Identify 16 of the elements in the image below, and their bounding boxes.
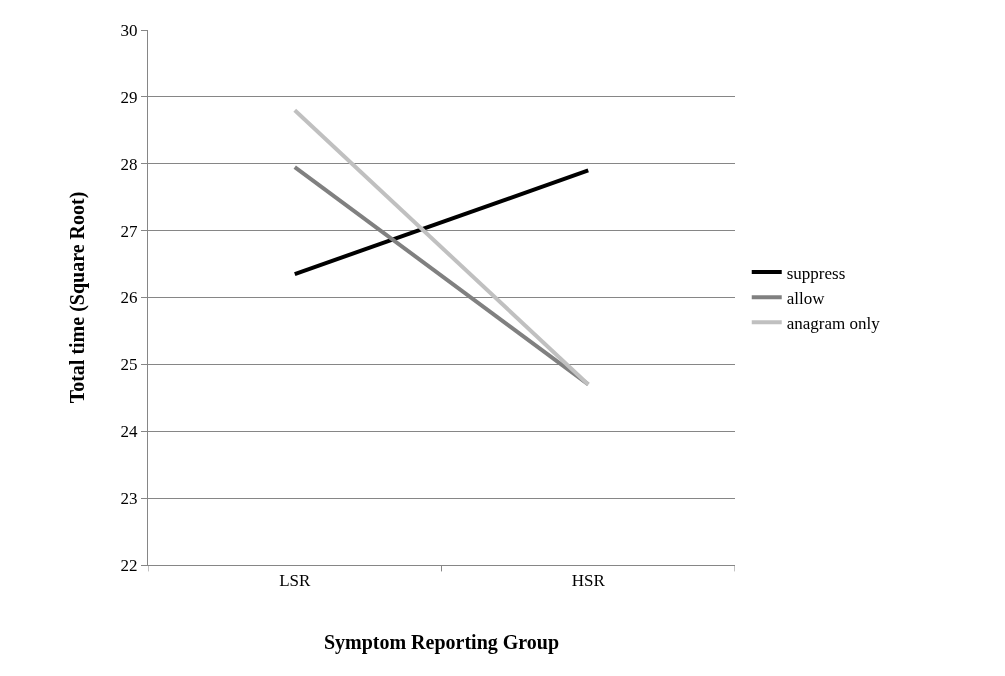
x-axis-title: Symptom Reporting Group bbox=[323, 630, 560, 654]
legend-label: suppress bbox=[786, 263, 846, 283]
y-tick-label: 23 bbox=[120, 489, 138, 509]
y-tick-label: 29 bbox=[120, 87, 138, 107]
y-tick-label: 25 bbox=[120, 355, 138, 375]
y-tick-label: 22 bbox=[120, 555, 138, 575]
y-tick-label: 26 bbox=[120, 288, 138, 308]
x-tick-label: HSR bbox=[571, 571, 606, 591]
legend-label: allow bbox=[786, 288, 826, 308]
x-tick-label: LSR bbox=[279, 571, 311, 591]
y-tick-label: 24 bbox=[120, 422, 139, 442]
y-tick-label: 30 bbox=[120, 20, 138, 40]
legend-label: anagram only bbox=[786, 313, 881, 333]
y-tick-label: 27 bbox=[120, 221, 139, 241]
y-tick-label: 28 bbox=[120, 154, 138, 174]
y-axis-title: Total time (Square Root) bbox=[66, 191, 90, 404]
